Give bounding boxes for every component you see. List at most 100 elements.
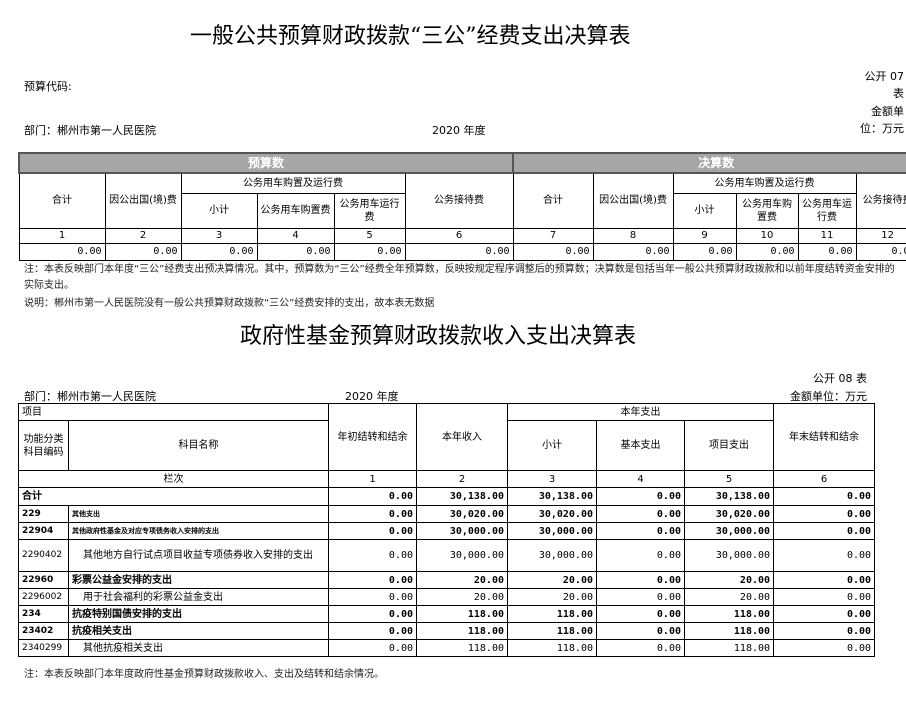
value-cell: 0.00 <box>104 242 182 261</box>
table2-note: 注：本表反映部门本年度政府性基金预算财政拨款收入、支出及结转和结余情况。 <box>24 669 384 680</box>
row-code: 2340299 <box>18 639 69 657</box>
column-number: 11 <box>797 227 857 244</box>
row-value: 0.00 <box>596 571 685 589</box>
row-value: 0.00 <box>773 505 876 523</box>
h-vehicle-purchase: 公务用车购置费 <box>256 192 335 229</box>
column-number: 10 <box>735 227 799 244</box>
h-abroad-final: 因公出国(境)费 <box>592 172 674 229</box>
row-value: 0.00 <box>773 588 876 606</box>
gov-fund-table: 项目 年初结转和结余 本年收入 本年支出 年末结转和结余 功能分类科目编码 科目… <box>18 403 876 657</box>
total-label: 合计 <box>18 487 329 506</box>
row-value: 30,000.00 <box>507 539 597 572</box>
h2-code: 功能分类科目编码 <box>18 420 69 471</box>
h2-opening: 年初结转和结余 <box>328 403 417 471</box>
row-value: 0.00 <box>773 622 876 640</box>
row-value: 20.00 <box>507 571 597 589</box>
row-value: 0.00 <box>328 588 417 606</box>
total-value: 0.00 <box>328 487 417 506</box>
table2-form-no: 公开 08 表 <box>813 372 867 385</box>
table-row: 2340299 其他抗疫相关支出 0.00 118.00 118.00 0.00 118.0… <box>18 639 876 657</box>
value-cell: 0.00 <box>672 242 737 261</box>
budget-code-label: 预算代码: <box>24 80 72 93</box>
column-number: 6 <box>773 470 876 488</box>
table2-department: 部门：郴州市第一人民医院 <box>24 390 156 403</box>
row-value: 118.00 <box>507 605 597 623</box>
total-value: 30,138.00 <box>507 487 597 506</box>
group-final: 决算数 <box>512 152 906 174</box>
row-value: 0.00 <box>773 605 876 623</box>
column-number: 4 <box>256 227 335 244</box>
row-code: 23402 <box>18 622 69 640</box>
row-value: 30,000.00 <box>507 522 597 540</box>
column-number: 2 <box>104 227 182 244</box>
h-subtotal-final: 小计 <box>672 192 737 229</box>
row-value: 118.00 <box>507 639 597 657</box>
row-value: 30,020.00 <box>683 505 775 523</box>
h-vehicle: 公务用车购置及运行费 <box>180 172 406 194</box>
row-value: 20.00 <box>683 571 775 589</box>
row-value: 118.00 <box>683 639 775 657</box>
h2-subtotal: 小计 <box>507 420 597 471</box>
h-abroad: 因公出国(境)费 <box>104 172 182 229</box>
row-value: 0.00 <box>596 522 685 540</box>
h2-expense: 本年支出 <box>506 403 775 421</box>
row-value: 118.00 <box>416 622 508 640</box>
column-number: 12 <box>855 227 906 244</box>
row-value: 0.00 <box>773 522 876 540</box>
row-value: 0.00 <box>596 505 685 523</box>
h-reception-final: 公务接待费 <box>855 172 906 229</box>
table-row: 2296002 用于社会福利的彩票公益金支出 0.00 20.00 20.00 0.00 2… <box>18 588 876 606</box>
row-code: 229 <box>18 505 69 523</box>
h2-col-label: 栏次 <box>18 470 329 488</box>
row-value: 20.00 <box>416 588 508 606</box>
column-number: 8 <box>592 227 674 244</box>
row-value: 118.00 <box>683 622 775 640</box>
row-name: 其他支出 <box>68 505 329 523</box>
h-total: 合计 <box>18 172 106 229</box>
row-value: 0.00 <box>328 639 417 657</box>
row-value: 30,000.00 <box>416 539 508 572</box>
value-cell: 0.00 <box>512 242 594 261</box>
row-value: 30,000.00 <box>416 522 508 540</box>
row-name: 彩票公益金安排的支出 <box>68 571 329 589</box>
row-value: 0.00 <box>596 639 685 657</box>
row-name: 抗疫相关支出 <box>68 622 329 640</box>
value-cell: 0.00 <box>404 242 514 261</box>
row-value: 30,020.00 <box>507 505 597 523</box>
table-row: 2290402 其他地方自行试点项目收益专项债券收入安排的支出 0.00 30,000… <box>18 539 876 572</box>
row-value: 0.00 <box>596 588 685 606</box>
row-name: 其他地方自行试点项目收益专项债券收入安排的支出 <box>68 539 329 572</box>
table1-year: 2020 年度 <box>432 124 486 137</box>
three-public-expense-table: 预算数 决算数 合计 因公出国(境)费 公务用车购置及运行费 公务接待费 合计 … <box>17 152 906 261</box>
table-row: 229 其他支出 0.00 30,020.00 30,020.00 0.00 30,020.… <box>18 505 876 523</box>
value-cell: 0.00 <box>592 242 674 261</box>
h-vehicle-purchase-final: 公务用车购置费 <box>735 192 799 229</box>
row-value: 0.00 <box>596 622 685 640</box>
row-value: 30,020.00 <box>416 505 508 523</box>
column-number: 9 <box>672 227 737 244</box>
row-name: 其他抗疫相关支出 <box>68 639 329 657</box>
column-number: 6 <box>404 227 514 244</box>
row-value: 0.00 <box>328 522 417 540</box>
column-number: 5 <box>333 227 406 244</box>
table2-unit: 金额单位：万元 <box>790 390 867 403</box>
total-value: 30,138.00 <box>416 487 508 506</box>
h2-name: 科目名称 <box>68 420 329 471</box>
row-code: 22904 <box>18 522 69 540</box>
value-cell: 0.00 <box>855 242 906 261</box>
group-budget: 预算数 <box>17 152 515 174</box>
h2-item: 项目 <box>18 403 329 421</box>
table1-unit: 金额单位：万元 <box>860 105 904 135</box>
total-value: 0.00 <box>773 487 876 506</box>
row-name: 抗疫特别国债安排的支出 <box>68 605 329 623</box>
row-value: 0.00 <box>328 571 417 589</box>
row-value: 20.00 <box>683 588 775 606</box>
h-vehicle-final: 公务用车购置及运行费 <box>672 172 857 194</box>
table1-department: 部门：郴州市第一人民医院 <box>24 124 156 137</box>
row-value: 0.00 <box>328 505 417 523</box>
row-value: 0.00 <box>328 622 417 640</box>
table1-explain: 说明：郴州市第一人民医院没有一般公共预算财政拨款“三公”经费安排的支出，故本表无… <box>24 298 435 309</box>
h-subtotal: 小计 <box>180 192 258 229</box>
h-reception: 公务接待费 <box>404 172 514 229</box>
row-value: 0.00 <box>773 639 876 657</box>
